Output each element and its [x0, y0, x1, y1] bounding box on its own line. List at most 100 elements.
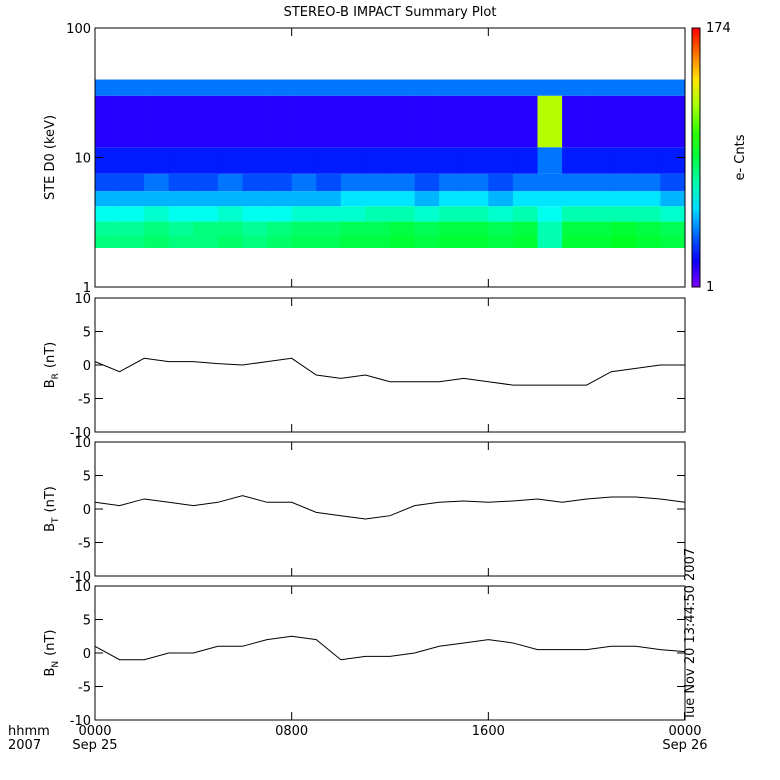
heatmap-cell [217, 235, 243, 249]
heatmap-cell [119, 95, 145, 148]
heatmap-cell [291, 95, 317, 148]
heatmap-cell [660, 206, 686, 222]
heatmap-cell [537, 206, 563, 222]
heatmap-cell [562, 95, 587, 148]
heatmap-cell [463, 221, 489, 236]
heatmap-cell [611, 173, 637, 192]
heatmap-cell [365, 147, 391, 174]
heatmap-cell [512, 235, 538, 249]
y-tick-label: -10 [70, 570, 91, 585]
heatmap-cell [414, 173, 440, 192]
heatmap-cell [635, 191, 661, 207]
y-axis-label-unit: (nT) [43, 342, 58, 368]
heatmap-cell [144, 191, 170, 207]
heatmap-cell [267, 191, 292, 207]
colorbar-label: e- Cnts [733, 134, 748, 180]
heatmap-cell [660, 79, 686, 96]
heatmap-cell [144, 173, 170, 192]
heatmap-cell [217, 191, 243, 207]
y-tick-label: 0 [83, 503, 91, 518]
heatmap-cell [439, 79, 465, 96]
y-tick-label: 0 [83, 359, 91, 374]
y-axis-label-base: B [43, 668, 58, 677]
heatmap-cell [340, 147, 366, 174]
heatmap-cell [463, 206, 489, 222]
x-tick-label: 0000 [78, 724, 111, 739]
heatmap-cell [144, 95, 170, 148]
timestamp: Tue Nov 20 13:44:50 2007 [683, 548, 698, 721]
heatmap-cell [390, 235, 415, 249]
y-tick-label: 5 [83, 470, 91, 485]
heatmap-cell [635, 147, 661, 174]
heatmap-cell [537, 173, 563, 192]
heatmap-cell [242, 147, 268, 174]
heatmap-cell [390, 206, 415, 222]
heatmap-cell [390, 221, 415, 236]
y-tick-label: -10 [70, 714, 91, 729]
heatmap-cell [144, 79, 170, 96]
colorbar [691, 27, 701, 288]
heatmap-cell [463, 79, 489, 96]
heatmap-cell [95, 191, 120, 207]
y-tick-label: 10 [74, 152, 91, 167]
heatmap-cell [95, 173, 120, 192]
data-line [94, 357, 685, 386]
heatmap-cell [291, 235, 317, 249]
heatmap-cell [537, 235, 563, 249]
y-axis-label-unit: (nT) [43, 630, 58, 656]
heatmap-cell [340, 95, 366, 148]
heatmap-cell [660, 95, 686, 148]
heatmap-cell [95, 235, 120, 249]
heatmap-cell [291, 79, 317, 96]
heatmap-cell [217, 95, 243, 148]
heatmap-cell [611, 79, 637, 96]
heatmap-cell [439, 95, 465, 148]
x-tick-label: 0000 [668, 724, 701, 739]
heatmap-cell [95, 79, 120, 96]
heatmap-cell [390, 147, 415, 174]
heatmap-cell [439, 191, 465, 207]
heatmap-cell [168, 206, 194, 222]
heatmap-cell [512, 191, 538, 207]
heatmap-cell [611, 221, 637, 236]
heatmap-cell [537, 147, 563, 174]
heatmap-cell [168, 79, 194, 96]
heatmap-cell [488, 235, 514, 249]
heatmap-cell [291, 221, 317, 236]
heatmap-cell [635, 206, 661, 222]
heatmap-cell [414, 235, 440, 249]
heatmap-cell [660, 221, 686, 236]
heatmap-cell [316, 235, 342, 249]
heatmap-cell [586, 147, 612, 174]
heatmap-cell [168, 191, 194, 207]
heatmap-cell [537, 79, 563, 96]
plot-frame [94, 441, 686, 577]
heatmap-cell [390, 79, 415, 96]
y-axis-label-base: B [43, 379, 58, 388]
heatmap-cell [316, 173, 342, 192]
heatmap-cell [365, 206, 391, 222]
heatmap-cell [439, 206, 465, 222]
heatmap-cell [586, 173, 612, 192]
heatmap-cell [119, 173, 145, 192]
heatmap-cell [340, 221, 366, 236]
heatmap-cell [562, 173, 587, 192]
heatmap-cell [488, 191, 514, 207]
y-axis-label-sub: T [51, 517, 61, 524]
heatmap-cell [316, 206, 342, 222]
y-tick-label: 5 [83, 326, 91, 341]
y-axis-label-unit: (nT) [43, 486, 58, 512]
heatmap-cell [267, 173, 292, 192]
heatmap-cell [242, 173, 268, 192]
heatmap-cell [340, 235, 366, 249]
heatmap-cell [217, 221, 243, 236]
heatmap-cell [562, 206, 587, 222]
y-tick-label: -10 [70, 426, 91, 441]
heatmap-cell [439, 235, 465, 249]
heatmap-cell [144, 206, 170, 222]
data-line [94, 635, 686, 661]
y-axis-label-base: B [43, 523, 58, 532]
heatmap-cell [439, 147, 465, 174]
heatmap-cell [586, 235, 612, 249]
heatmap-cell [512, 79, 538, 96]
